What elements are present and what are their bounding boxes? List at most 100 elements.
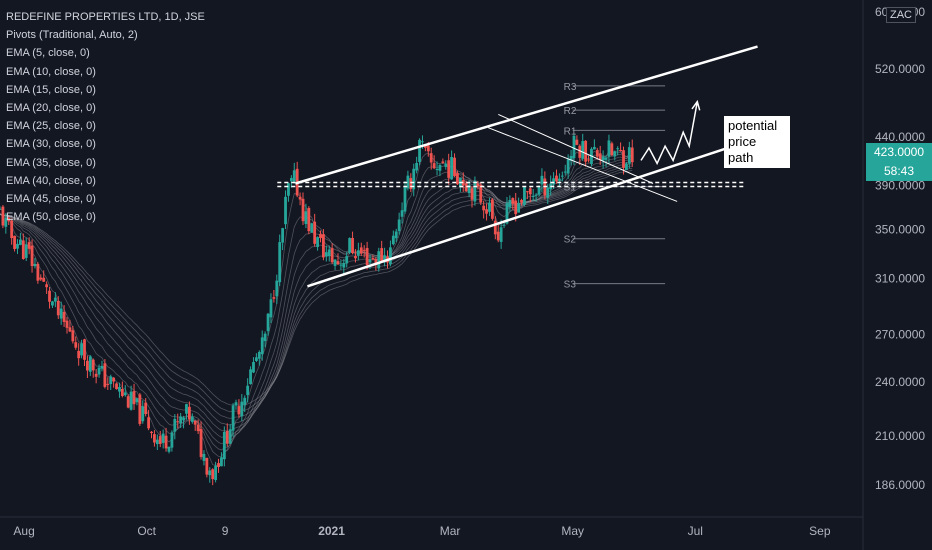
candle-up [552,178,555,185]
legend-pivots[interactable]: Pivots (Traditional, Auto, 2) [6,29,138,42]
legend-title[interactable]: REDEFINE PROPERTIES LTD, 1D, JSE [6,11,205,23]
potential-path-annotation[interactable]: potential price path [724,116,790,168]
candle-up [450,157,454,180]
legend-ema-30[interactable]: EMA (30, close, 0) [6,138,96,151]
candle-up [438,165,442,171]
candle-down [91,359,95,371]
candle-up [228,429,232,444]
candle-down [10,220,14,239]
candle-up [214,465,218,480]
price-tick-label: 240.0000 [875,375,925,389]
candle-down [313,221,317,244]
legend-ema-45[interactable]: EMA (45, close, 0) [6,193,96,206]
candle-up [406,175,410,189]
legend-ema-50[interactable]: EMA (50, close, 0) [6,211,96,224]
candle-up [249,369,252,385]
candle-down [144,402,148,415]
ema-15-line [0,153,633,451]
candle-down [359,247,363,254]
candle-down [319,233,322,239]
candle-up [607,140,611,157]
candle-up [129,391,133,410]
candle-up [342,263,346,268]
price-tick-label: 270.0000 [875,327,925,341]
currency-label[interactable]: ZAC [886,7,916,23]
candle-up [292,170,296,182]
candle-down [27,242,31,249]
pivot-s2-label: S2 [564,235,577,246]
ema-50-line [0,170,633,406]
candle-up [208,470,212,476]
price-axis[interactable]: 602.0000520.0000440.0000390.0000350.0000… [875,5,925,492]
candle-up [59,308,63,319]
inner-channel-lower-line [488,127,678,202]
chart-legend: REDEFINE PROPERTIES LTD, 1D, JSE Pivots … [6,8,205,226]
candle-up [222,431,226,460]
candle-up [100,365,104,369]
candle-up [51,301,54,306]
projected-price-path [640,101,699,166]
channel-upper-line [295,45,758,185]
candle-up [613,151,617,157]
legend-ema-15[interactable]: EMA (15, close, 0) [6,83,96,96]
inner-channel-upper-line [498,113,654,184]
candle-up [289,178,293,182]
candle-up [278,242,282,283]
candles [0,133,634,486]
ema-30-line [0,161,633,432]
candle-up [263,333,267,342]
legend-ema-35[interactable]: EMA (35, close, 0) [6,156,96,169]
legend-ema-25[interactable]: EMA (25, close, 0) [6,120,96,133]
candle-up [389,247,392,265]
candle-down [158,436,162,444]
candle-down [426,145,430,152]
candle-down [525,191,529,193]
candle-up [88,356,92,372]
candle-up [572,135,576,159]
candle-down [336,261,340,265]
candle-up [558,178,561,181]
candle-up [403,186,407,212]
candle-down [1,206,5,226]
candle-up [0,208,2,210]
legend-ema-40[interactable]: EMA (40, close, 0) [6,174,96,187]
candle-down [77,350,81,359]
candle-down [153,434,156,443]
candle-up [118,386,121,392]
candle-up [243,397,247,405]
time-tick-label: Mar [440,524,461,538]
candle-down [578,145,582,158]
candle-down [520,199,523,203]
time-tick-label: Jul [688,524,703,538]
candle-up [16,243,19,249]
candle-up [18,239,22,245]
candle-up [625,163,628,171]
ema-45-line [0,167,633,413]
candle-up [284,196,287,225]
candle-down [225,430,229,444]
candle-down [476,183,480,187]
candle-up [202,453,206,461]
candle-up [179,416,183,424]
candle-down [622,150,625,168]
candle-down [514,200,518,215]
candle-up [304,211,308,224]
candle-up [502,224,506,226]
legend-ema-20[interactable]: EMA (20, close, 0) [6,102,96,115]
pivot-r3-label: R3 [564,82,577,93]
candle-up [505,203,509,224]
candle-down [374,258,378,266]
candle-down [441,161,445,163]
candle-up [348,238,352,253]
candle-down [464,183,468,192]
ema-20-line [0,156,633,445]
time-axis[interactable]: Aug Oct 9 2021 Mar May Jul Sep [13,524,830,538]
candle-down [490,199,494,219]
legend-ema-5[interactable]: EMA (5, close, 0) [6,47,90,60]
candle-down [453,157,456,176]
candle-up [310,223,314,233]
legend-ema-10[interactable]: EMA (10, close, 0) [6,65,96,78]
candle-down [199,428,203,457]
candle-down [485,209,488,214]
